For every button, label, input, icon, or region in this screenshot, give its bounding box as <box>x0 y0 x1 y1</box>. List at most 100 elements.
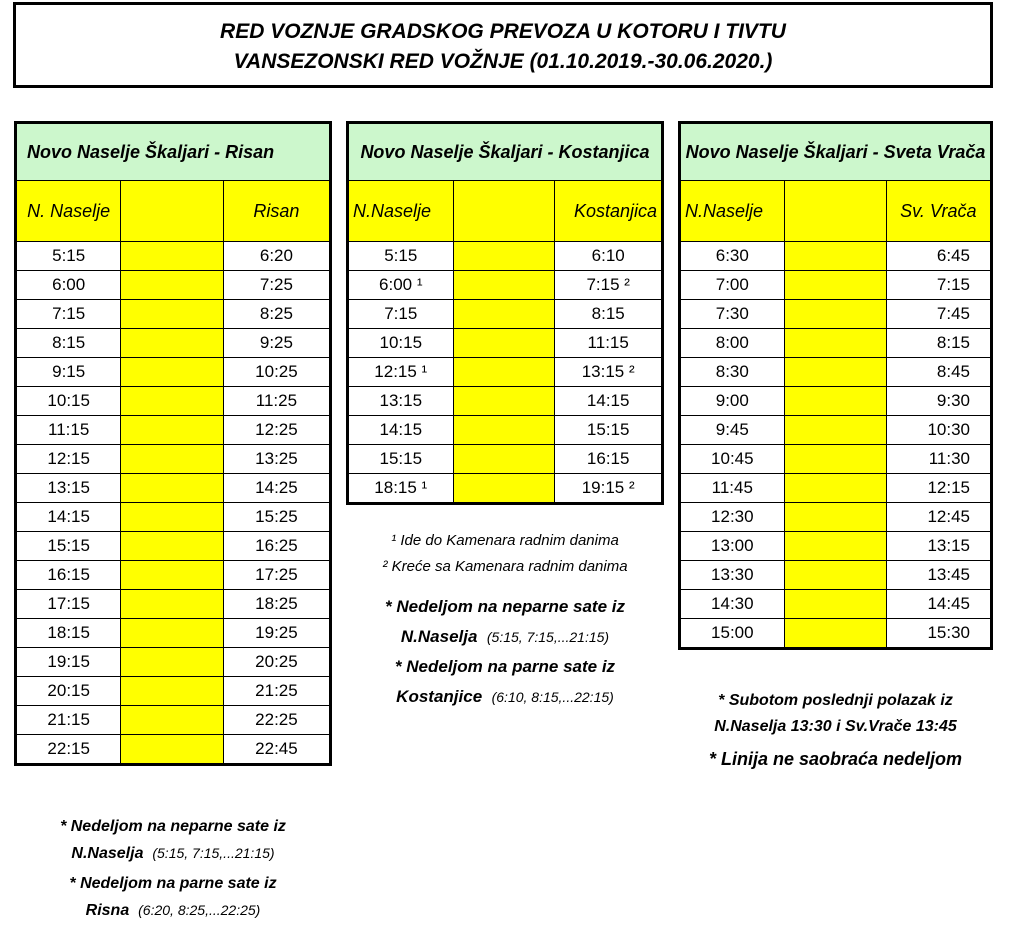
departure-time: 6:30 <box>679 241 785 271</box>
departure-time: 9:00 <box>679 386 785 416</box>
return-time: 8:15 <box>554 299 663 329</box>
spacer-cell <box>120 647 224 677</box>
note-text: N.Naselja <box>400 627 478 646</box>
note-text: * Linija ne saobraća nedeljom <box>708 749 963 769</box>
note-text: * Subotom poslednji polazak iz <box>718 692 953 709</box>
return-time: 7:15 ² <box>554 270 663 300</box>
table-row: 9:00 9:30 <box>679 386 993 416</box>
table-row: 10:45 11:30 <box>679 444 993 474</box>
column-header-blank <box>452 180 556 242</box>
timetable-rows: 5:15 6:10 6:00 ¹ 7:15 ² 7:15 8:15 10:15 11:15 12… <box>347 241 663 504</box>
timetable-sveta-vraca: Novo Naselje Škaljari - Sveta Vrača N.Na… <box>678 121 993 650</box>
vraca-notes: * Subotom poslednji polazak iz N.Naselja… <box>678 688 993 772</box>
kostanjica-notes: * Nedeljom na neparne sate iz N.Naselja … <box>346 592 664 712</box>
departure-time: 6:00 <box>14 270 122 300</box>
table-row: 14:30 14:45 <box>679 589 993 619</box>
risan-notes: * Nedeljom na neparne sate iz N.Naselja … <box>14 814 332 924</box>
departure-time: 10:15 <box>347 328 454 358</box>
spacer-cell <box>783 386 887 416</box>
return-time: 9:30 <box>885 386 993 416</box>
table-row: 15:15 16:25 <box>14 531 332 561</box>
spacer-cell <box>120 676 224 706</box>
return-time: 7:45 <box>885 299 993 329</box>
return-time: 11:30 <box>885 444 993 474</box>
spacer-cell <box>452 299 556 329</box>
table-row: 5:15 6:10 <box>347 241 663 271</box>
departure-time: 15:15 <box>347 444 454 474</box>
table-row: 6:00 7:25 <box>14 270 332 300</box>
departure-time: 6:00 ¹ <box>347 270 454 300</box>
timetable-rows: 6:30 6:45 7:00 7:15 7:30 7:45 8:00 8:15 8:30 8:45… <box>679 241 993 649</box>
departure-time: 17:15 <box>14 589 122 619</box>
departure-time: 15:15 <box>14 531 122 561</box>
departure-time: 11:45 <box>679 473 785 503</box>
spacer-cell <box>452 328 556 358</box>
column-header-to: Sv. Vrača <box>885 180 993 242</box>
table-row: 9:45 10:30 <box>679 415 993 445</box>
departure-time: 20:15 <box>14 676 122 706</box>
kostanjica-footnotes: ¹ Ide do Kamenara radnim danima ² Kreće … <box>346 528 664 580</box>
return-time: 16:25 <box>222 531 332 561</box>
departure-time: 13:30 <box>679 560 785 590</box>
departure-time: 7:30 <box>679 299 785 329</box>
return-time: 13:45 <box>885 560 993 590</box>
departure-time: 14:30 <box>679 589 785 619</box>
return-time: 11:15 <box>554 328 663 358</box>
table-row: 9:15 10:25 <box>14 357 332 387</box>
spacer-cell <box>120 502 224 532</box>
departure-time: 5:15 <box>14 241 122 271</box>
footnote-2: ² Kreće sa Kamenara radnim danima <box>382 558 628 575</box>
column-header-blank <box>783 180 887 242</box>
return-time: 14:25 <box>222 473 332 503</box>
table-row: 15:00 15:30 <box>679 618 993 649</box>
return-time: 9:25 <box>222 328 332 358</box>
return-time: 21:25 <box>222 676 332 706</box>
departure-time: 21:15 <box>14 705 122 735</box>
column-header-blank <box>120 180 224 242</box>
departure-time: 9:45 <box>679 415 785 445</box>
departure-time: 8:00 <box>679 328 785 358</box>
table-row: 16:15 17:25 <box>14 560 332 590</box>
return-time: 17:25 <box>222 560 332 590</box>
table-row: 20:15 21:25 <box>14 676 332 706</box>
departure-time: 14:15 <box>14 502 122 532</box>
return-time: 22:45 <box>222 734 332 765</box>
return-time: 13:25 <box>222 444 332 474</box>
departure-time: 12:15 <box>14 444 122 474</box>
table-row: 6:30 6:45 <box>679 241 993 271</box>
note-text: (6:20, 8:25,...22:25) <box>138 902 261 918</box>
route-header: Novo Naselje Škaljari - Kostanjica <box>347 122 663 181</box>
table-row: 13:15 14:15 <box>347 386 663 416</box>
table-row: 11:45 12:15 <box>679 473 993 503</box>
spacer-cell <box>783 473 887 503</box>
spacer-cell <box>783 299 887 329</box>
return-time: 15:30 <box>885 618 993 649</box>
note-text: * Nedeljom na neparne sate iz <box>60 818 286 835</box>
spacer-cell <box>783 618 887 649</box>
return-time: 12:45 <box>885 502 993 532</box>
table-row: 12:15 13:25 <box>14 444 332 474</box>
table-row: 6:00 ¹ 7:15 ² <box>347 270 663 300</box>
spacer-cell <box>120 473 224 503</box>
spacer-cell <box>783 560 887 590</box>
column-header-from: N.Naselje <box>347 180 454 242</box>
spacer-cell <box>120 357 224 387</box>
return-time: 12:25 <box>222 415 332 445</box>
departure-time: 19:15 <box>14 647 122 677</box>
return-time: 6:20 <box>222 241 332 271</box>
departure-time: 15:00 <box>679 618 785 649</box>
spacer-cell <box>120 386 224 416</box>
return-time: 8:15 <box>885 328 993 358</box>
departure-time: 8:30 <box>679 357 785 387</box>
return-time: 6:10 <box>554 241 663 271</box>
table-row: 21:15 22:25 <box>14 705 332 735</box>
return-time: 7:25 <box>222 270 332 300</box>
spacer-cell <box>452 270 556 300</box>
departure-time: 8:15 <box>14 328 122 358</box>
return-time: 8:25 <box>222 299 332 329</box>
spacer-cell <box>120 560 224 590</box>
note-text: Risna <box>85 902 130 919</box>
spacer-cell <box>452 473 556 504</box>
spacer-cell <box>120 734 224 765</box>
spacer-cell <box>783 531 887 561</box>
